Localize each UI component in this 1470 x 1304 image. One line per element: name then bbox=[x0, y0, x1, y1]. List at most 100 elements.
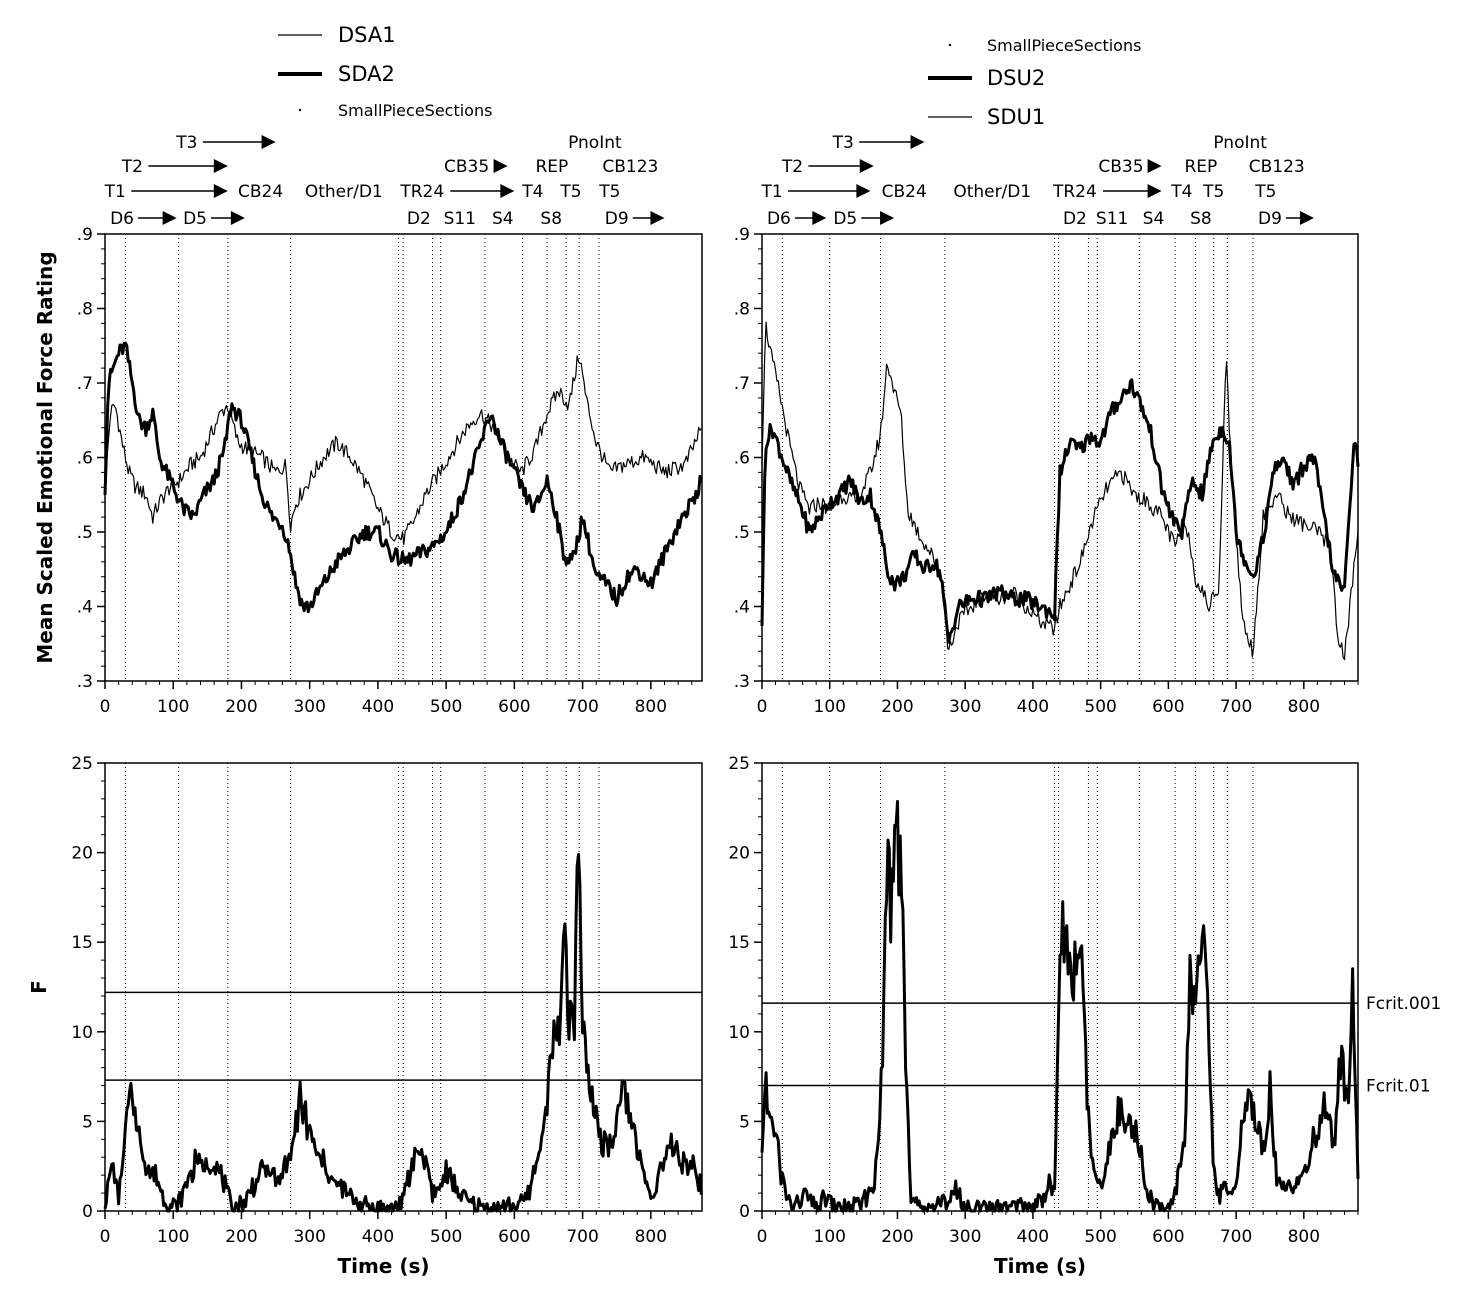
y-tick-label: 5 bbox=[82, 1112, 93, 1132]
legend-label-dsa1: DSA1 bbox=[338, 23, 396, 47]
x-tick-label: 600 bbox=[1152, 697, 1184, 717]
y-tick-label: .8 bbox=[77, 300, 93, 320]
series-line-sdu1 bbox=[761, 321, 1359, 661]
x-axis-title: Time (s) bbox=[337, 1254, 429, 1278]
section-label: D2 bbox=[1063, 209, 1087, 229]
section-arrow-head bbox=[493, 159, 508, 173]
section-label: T5 bbox=[1254, 182, 1276, 202]
y-tick-label: .6 bbox=[77, 449, 93, 469]
legend-label-small-piece-sections: SmallPieceSections bbox=[987, 36, 1141, 55]
annotations-right: T3 T2 CB35 REP PnoInt CB123 T1 CB24 Other/D1 TR24… bbox=[761, 133, 1314, 229]
section-label: T1 bbox=[104, 182, 126, 202]
x-tick-label: 700 bbox=[1220, 697, 1252, 717]
section-arrow-head bbox=[213, 159, 228, 173]
section-label: T2 bbox=[121, 157, 143, 177]
y-tick-label: .9 bbox=[734, 225, 750, 245]
x-tick-label: 600 bbox=[498, 697, 530, 717]
y-tick-label: 0 bbox=[739, 1202, 750, 1222]
section-label: D5 bbox=[183, 209, 207, 229]
y-tick-label: .6 bbox=[734, 449, 750, 469]
x-tick-label: 200 bbox=[225, 1227, 257, 1247]
legend-left: DSA1 SDA2 SmallPieceSections bbox=[278, 23, 492, 120]
x-tick-label: 500 bbox=[430, 1227, 462, 1247]
section-arrow-head bbox=[1147, 159, 1162, 173]
legend-dot-small-piece-sections bbox=[948, 43, 952, 47]
y-tick-label: .8 bbox=[734, 300, 750, 320]
section-label: T4 bbox=[1170, 182, 1192, 202]
x-tick-label: 100 bbox=[814, 1227, 846, 1247]
plot-frame bbox=[104, 762, 703, 1212]
section-arrow-head bbox=[162, 211, 177, 225]
section-label: TR24 bbox=[1052, 182, 1097, 202]
y-tick-label: 0 bbox=[82, 1202, 93, 1222]
x-tick-label: 0 bbox=[100, 697, 111, 717]
section-label: PnoInt bbox=[1213, 133, 1267, 153]
x-tick-label: 800 bbox=[635, 697, 667, 717]
x-tick-label: 300 bbox=[293, 697, 325, 717]
x-tick-label: 700 bbox=[566, 697, 598, 717]
section-arrow-head bbox=[1299, 211, 1314, 225]
y-tick-label: .3 bbox=[77, 672, 93, 692]
section-label: D9 bbox=[605, 209, 629, 229]
y-tick-label: 25 bbox=[728, 754, 750, 774]
x-tick-label: 400 bbox=[1017, 1227, 1049, 1247]
legend-label-sdu1: SDU1 bbox=[987, 105, 1045, 129]
legend-label-small-piece-sections: SmallPieceSections bbox=[338, 101, 492, 120]
x-tick-label: 600 bbox=[1152, 1227, 1184, 1247]
section-arrow-head bbox=[230, 211, 245, 225]
y-tick-label: .7 bbox=[77, 374, 93, 394]
x-tick-label: 300 bbox=[293, 1227, 325, 1247]
section-label: D6 bbox=[110, 209, 134, 229]
section-label: T5 bbox=[1202, 182, 1224, 202]
x-tick-label: 700 bbox=[1220, 1227, 1252, 1247]
panel-top-right: 0 100 200 300 400 500 600 700 800 .3 .4 .5 .6 .7 .8 .9 bbox=[734, 225, 1360, 717]
section-label: T3 bbox=[832, 133, 854, 153]
x-tick-label: 800 bbox=[1288, 697, 1320, 717]
y-tick-label: 20 bbox=[728, 844, 750, 864]
y-tick-label: .3 bbox=[734, 672, 750, 692]
legend-dot-small-piece-sections bbox=[298, 108, 302, 112]
x-tick-label: 800 bbox=[635, 1227, 667, 1247]
x-tick-label: 700 bbox=[566, 1227, 598, 1247]
section-arrow-head bbox=[213, 184, 228, 198]
section-label: D2 bbox=[407, 209, 431, 229]
legend-label-dsu2: DSU2 bbox=[987, 66, 1045, 90]
plot-frame bbox=[761, 233, 1359, 682]
x-tick-label: 200 bbox=[881, 697, 913, 717]
x-tick-label: 0 bbox=[100, 1227, 111, 1247]
section-label: Other/D1 bbox=[953, 182, 1031, 202]
section-label: CB24 bbox=[882, 182, 927, 202]
panel-top-left: 0 100 200 300 400 500 600 700 800 .3 .4 .5 .6 .7 .8 .9 M… bbox=[33, 225, 703, 717]
series-line-dsa1 bbox=[104, 355, 702, 546]
section-label: S4 bbox=[492, 209, 514, 229]
x-tick-label: 500 bbox=[430, 697, 462, 717]
x-tick-label: 100 bbox=[157, 1227, 189, 1247]
section-label: T5 bbox=[598, 182, 620, 202]
x-tick-label: 800 bbox=[1288, 1227, 1320, 1247]
x-axis-title: Time (s) bbox=[994, 1254, 1086, 1278]
x-tick-label: 400 bbox=[362, 697, 394, 717]
y-tick-label: 15 bbox=[728, 933, 750, 953]
section-label: D6 bbox=[767, 209, 791, 229]
y-tick-label: 25 bbox=[71, 754, 93, 774]
section-arrow-head bbox=[910, 135, 925, 149]
y-tick-label: .4 bbox=[734, 598, 750, 618]
section-label: T4 bbox=[521, 182, 543, 202]
x-tick-label: 300 bbox=[949, 1227, 981, 1247]
y-tick-label: .9 bbox=[77, 225, 93, 245]
section-label: T5 bbox=[559, 182, 581, 202]
x-tick-label: 100 bbox=[157, 697, 189, 717]
series-line-sda2 bbox=[103, 341, 703, 614]
section-label: REP bbox=[1184, 157, 1217, 177]
section-label: T3 bbox=[175, 133, 197, 153]
section-arrow-head bbox=[1147, 184, 1162, 198]
y-tick-label: 10 bbox=[728, 1023, 750, 1043]
section-label: CB123 bbox=[1249, 157, 1305, 177]
x-tick-label: 300 bbox=[949, 697, 981, 717]
section-label: D9 bbox=[1258, 209, 1282, 229]
y-tick-label: .5 bbox=[734, 523, 750, 543]
x-tick-label: 200 bbox=[881, 1227, 913, 1247]
